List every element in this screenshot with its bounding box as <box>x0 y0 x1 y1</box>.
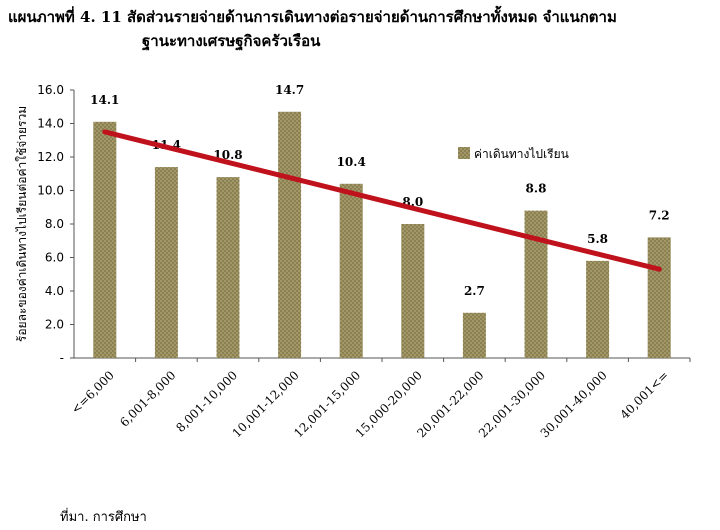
bar <box>93 121 117 358</box>
data-label: 2.7 <box>464 284 485 298</box>
x-tick-label: <=6,000 <box>69 368 117 416</box>
bar <box>401 224 425 358</box>
title-line-2: ฐานะทางเศรษฐกิจครัวเรือน <box>142 32 321 50</box>
x-tick-label: 8,001-10,000 <box>173 368 240 435</box>
y-tick-label: 4.0 <box>45 284 64 298</box>
y-tick-label: 6.0 <box>45 251 64 265</box>
x-tick-label: 40,001<= <box>618 368 672 422</box>
chart-title: แผนภาพที่ 4. 11 สัดส่วนรายจ่ายด้านการเดิ… <box>8 6 712 52</box>
data-label: 14.1 <box>90 93 119 107</box>
y-axis-label: ร้อยละของค่าเดินทางไปเรียนต่อค่าใช้จ่ายร… <box>15 106 29 342</box>
bar <box>216 177 240 358</box>
data-label: 10.4 <box>337 155 366 169</box>
x-tick-label: 6,001-8,000 <box>117 368 178 429</box>
y-tick-label: 14.0 <box>37 117 64 131</box>
bar <box>647 237 671 358</box>
data-label: 14.7 <box>275 83 304 97</box>
bar <box>524 210 548 358</box>
source-note: ที่มา. การศึกษา <box>60 510 147 525</box>
y-tick-label: 2.0 <box>45 318 64 332</box>
y-tick-label: 8.0 <box>45 217 64 231</box>
bar <box>462 312 486 358</box>
y-tick-label: 12.0 <box>37 150 64 164</box>
y-tick-label: 16.0 <box>37 83 64 97</box>
legend-label: ค่าเดินทางไปเรียน <box>474 147 569 161</box>
data-label: 5.8 <box>587 232 608 246</box>
bar <box>154 167 178 358</box>
y-tick-label: - <box>60 351 64 365</box>
x-tick-label: 30,001-40,000 <box>538 368 610 440</box>
bar <box>278 111 302 359</box>
data-label: 7.2 <box>649 208 670 222</box>
title-line-1: แผนภาพที่ 4. 11 สัดส่วนรายจ่ายด้านการเดิ… <box>8 8 617 26</box>
trend-line <box>102 129 662 272</box>
y-tick-label: 10.0 <box>37 184 64 198</box>
bar <box>339 183 363 358</box>
bar <box>586 260 610 358</box>
bar-chart: - 2.0 4.0 6.0 8.0 10.0 12.0 14.0 16.0 ร้อยละของค่… <box>15 83 691 440</box>
data-label: 8.8 <box>526 182 547 196</box>
legend-swatch <box>458 147 470 159</box>
